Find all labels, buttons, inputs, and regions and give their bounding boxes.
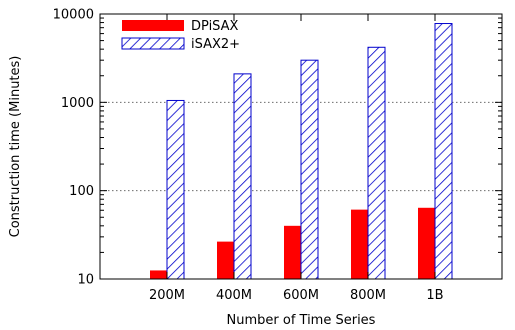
bar-isax2plus — [434, 23, 453, 280]
bar-dpisax — [351, 209, 368, 279]
y-tick-label: 1000 — [61, 96, 94, 111]
plot-area — [99, 13, 503, 280]
bar-isax2plus — [367, 46, 386, 280]
bar-dpisax — [217, 241, 234, 279]
x-axis-tick-labels: 200M 400M 600M 800M 1B — [149, 288, 444, 303]
axis-ticks — [100, 13, 502, 280]
bar-dpisax — [418, 207, 435, 279]
bars — [150, 23, 453, 280]
y-tick-label: 10 — [77, 273, 94, 288]
bar-dpisax — [284, 225, 301, 279]
bar-isax2plus — [300, 59, 319, 280]
x-tick-label: 1B — [426, 288, 443, 303]
legend-label: DPiSAX — [191, 19, 239, 34]
x-tick-label: 400M — [216, 288, 252, 303]
y-axis-tick-labels: 10 100 1000 10000 — [53, 8, 94, 288]
x-tick-label: 600M — [283, 288, 319, 303]
legend-swatch — [121, 37, 185, 50]
bar-isax2plus — [166, 99, 185, 280]
bar-dpisax — [150, 270, 167, 279]
x-axis-label: Number of Time Series — [227, 313, 376, 328]
x-tick-label: 200M — [149, 288, 185, 303]
legend-label: iSAX2+ — [191, 37, 240, 52]
y-tick-label: 100 — [69, 184, 94, 199]
legend: DPiSAX iSAX2+ — [121, 19, 240, 52]
y-tick-label: 10000 — [53, 8, 94, 23]
bar-isax2plus — [233, 73, 252, 280]
legend-swatch — [122, 20, 184, 31]
x-tick-label: 800M — [350, 288, 386, 303]
y-axis-label: Construction time (Minutes) — [8, 56, 23, 238]
